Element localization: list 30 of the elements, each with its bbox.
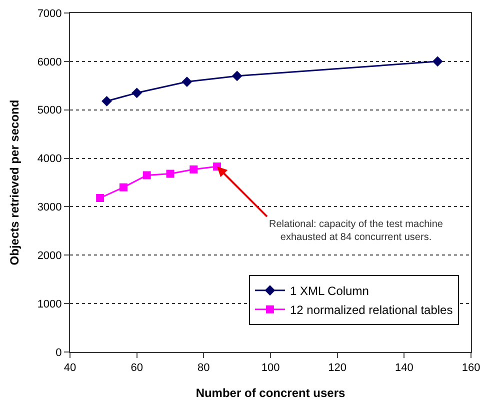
point <box>132 88 142 98</box>
point <box>182 76 192 87</box>
y-tick-label: 4000 <box>37 153 62 166</box>
x-axis-title: Number of concrent users <box>196 386 346 400</box>
y-tick-label: 5000 <box>37 104 62 117</box>
y-tick-label: 2000 <box>37 250 62 262</box>
point <box>190 165 198 174</box>
point <box>96 194 104 202</box>
y-tick-label: 1000 <box>37 298 62 310</box>
x-tick-label: 80 <box>198 362 210 374</box>
point <box>432 56 443 67</box>
point <box>166 170 174 178</box>
x-tick-label: 100 <box>261 362 280 374</box>
y-tick-label: 3000 <box>37 202 62 214</box>
y-tick-label: 7000 <box>37 8 62 20</box>
y-axis-title: Objects retrieved per second <box>8 100 22 266</box>
x-tick-label: 60 <box>130 362 143 374</box>
x-tick-label: 120 <box>328 362 347 374</box>
legend-label: 12 normalized relational tables <box>290 303 453 318</box>
y-tick-label: 6000 <box>37 56 62 68</box>
x-tick-label: 160 <box>462 362 480 374</box>
point <box>102 96 112 106</box>
point <box>119 183 128 192</box>
annotation: Relational: capacity of the test machine exhausted at 84 concurrent users. <box>269 219 444 243</box>
x-tick-label: 40 <box>64 362 76 374</box>
point <box>142 171 151 180</box>
legend-label: 1 XML Column <box>290 284 369 298</box>
point <box>232 70 242 82</box>
y-tick-label: 0 <box>56 346 62 359</box>
x-tick-label: 140 <box>394 362 414 374</box>
